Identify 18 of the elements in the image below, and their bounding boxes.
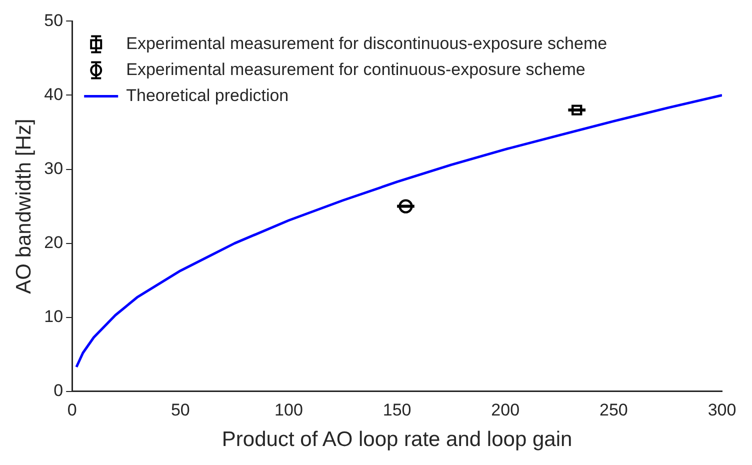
y-tick-label: 20 — [44, 233, 64, 252]
x-tick-label: 250 — [599, 400, 628, 420]
legend-label: Theoretical prediction — [126, 86, 289, 105]
y-tick-label: 10 — [44, 307, 64, 326]
x-tick-label: 100 — [274, 400, 303, 420]
y-tick-label: 40 — [44, 84, 64, 104]
y-tick-label: 30 — [44, 158, 64, 178]
x-axis-title: Product of AO loop rate and loop gain — [222, 428, 572, 452]
x-tick-label: 50 — [170, 400, 190, 420]
y-tick-label: 50 — [44, 10, 64, 30]
legend-label: Experimental measurement for discontinuous-exposure scheme — [126, 34, 608, 53]
x-tick-label: 0 — [67, 400, 77, 420]
x-tick-label: 300 — [708, 400, 736, 420]
y-tick-label: 0 — [54, 381, 64, 400]
x-tick-label: 150 — [382, 400, 412, 420]
legend-label: Experimental measurement for continuous-exposure scheme — [126, 60, 586, 79]
x-tick-label: 200 — [491, 400, 520, 420]
y-axis-title: AO bandwidth [Hz] — [12, 118, 36, 294]
